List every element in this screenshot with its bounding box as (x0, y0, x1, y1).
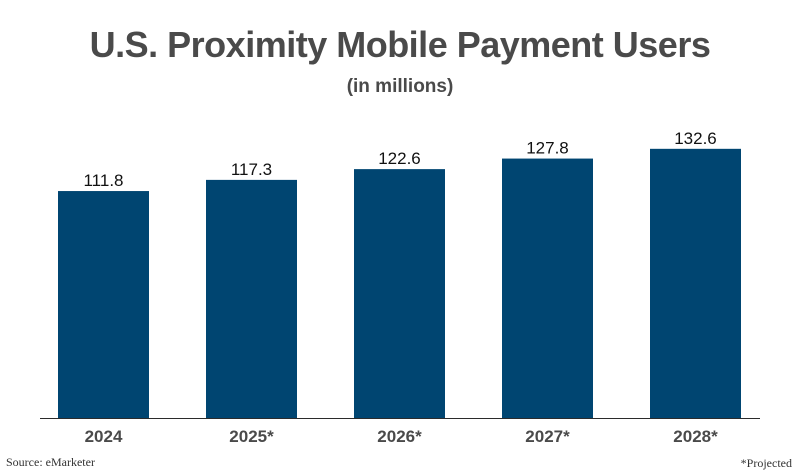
data-label: 117.3 (231, 160, 272, 179)
data-label: 111.8 (83, 171, 123, 190)
bar-2024 (58, 191, 149, 418)
x-tick-label: 2024 (85, 427, 123, 446)
projected-note: *Projected (740, 456, 792, 470)
x-tick-label: 2025* (229, 427, 274, 446)
source-note: Source: eMarketer (6, 455, 95, 469)
data-label: 132.6 (674, 129, 717, 148)
bar-2028 (650, 148, 741, 418)
bar-2026 (354, 169, 445, 418)
x-tick-label: 2027* (525, 427, 570, 446)
data-label: 127.8 (526, 139, 569, 158)
bar-2025 (206, 179, 297, 418)
bar-2027 (502, 158, 593, 419)
chart-subtitle: (in millions) (346, 76, 454, 97)
data-label: 122.6 (378, 149, 421, 168)
x-tick-label: 2028* (673, 427, 718, 446)
x-tick-label: 2026* (377, 427, 422, 446)
chart-title: U.S. Proximity Mobile Payment Users (89, 24, 711, 65)
